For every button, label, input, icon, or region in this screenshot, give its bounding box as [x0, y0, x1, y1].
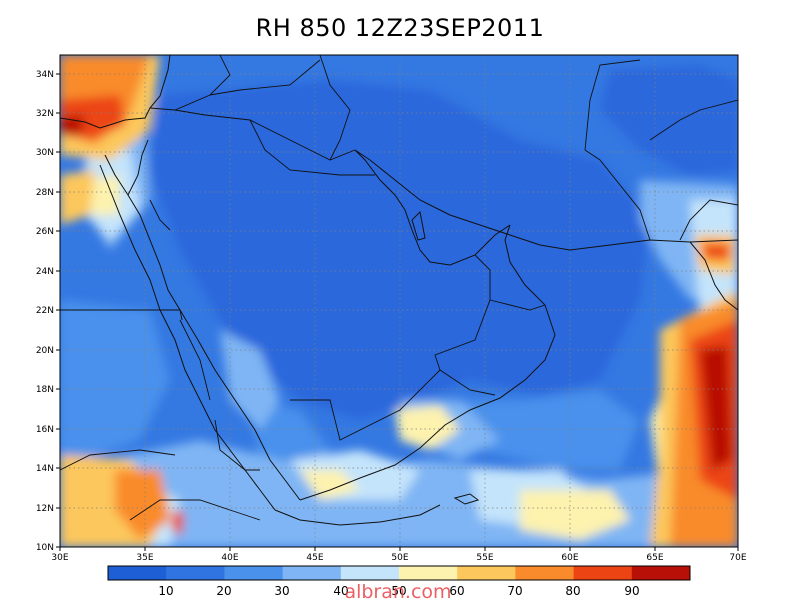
lon-label: 30E: [51, 553, 68, 563]
colorbar-swatch: [399, 566, 458, 580]
lon-label: 65E: [646, 553, 663, 563]
longitude-labels: 30E 35E 40E 45E 50E 55E 60E 65E 70E: [51, 553, 746, 563]
lat-label: 16N: [36, 425, 54, 435]
colorbar-swatch: [631, 566, 691, 580]
colorbar-swatch: [166, 566, 225, 580]
colorbar-label: 40: [333, 584, 348, 598]
colorbar-swatch: [282, 566, 342, 580]
lat-label: 28N: [36, 188, 54, 198]
colorbar-swatch: [573, 566, 633, 580]
colorbar-swatch: [108, 566, 167, 580]
country-borders: [60, 55, 738, 521]
colorbar-label: 70: [507, 584, 522, 598]
colorbar-swatches: [108, 566, 691, 580]
lat-label: 14N: [36, 464, 54, 474]
lat-label: 22N: [36, 306, 54, 316]
lon-label: 60E: [561, 553, 578, 563]
lon-label: 45E: [306, 553, 323, 563]
lon-label: 40E: [221, 553, 238, 563]
axis-ticks: [56, 73, 739, 551]
colorbar-label: 90: [624, 584, 639, 598]
colorbar-label: 10: [158, 584, 173, 598]
lat-label: 30N: [36, 148, 54, 158]
lon-label: 55E: [476, 553, 493, 563]
lat-label: 12N: [36, 504, 54, 514]
colorbar-label: 50: [391, 584, 406, 598]
colorbar: 10 20 30 40 50 60 70 80 90: [107, 565, 691, 598]
colorbar-frame: [107, 565, 691, 581]
lon-label: 70E: [729, 553, 746, 563]
colorbar-label: 60: [449, 584, 464, 598]
watermark: albran.com: [344, 581, 451, 600]
colorbar-label: 20: [216, 584, 231, 598]
colorbar-swatch: [224, 566, 284, 580]
colorbar-label: 30: [274, 584, 289, 598]
map-title: RH 850 12Z23SEP2011: [255, 14, 545, 42]
colorbar-label: 80: [565, 584, 580, 598]
lat-label: 26N: [36, 227, 54, 237]
colorbar-swatch: [515, 566, 575, 580]
lon-label: 35E: [136, 553, 153, 563]
lat-label: 34N: [36, 70, 54, 80]
lon-label: 50E: [391, 553, 408, 563]
lat-label: 24N: [36, 267, 54, 277]
map-frame: [59, 54, 739, 548]
lat-label: 18N: [36, 385, 54, 395]
humidity-field: [60, 55, 738, 547]
lat-label: 32N: [36, 109, 54, 119]
lat-label: 10N: [36, 543, 54, 553]
colorbar-swatch: [457, 566, 516, 580]
lat-label: 20N: [36, 346, 54, 356]
colorbar-swatch: [340, 566, 400, 580]
latitude-labels: 34N 32N 30N 28N 26N 24N 22N 20N 18N 16N …: [36, 70, 54, 553]
